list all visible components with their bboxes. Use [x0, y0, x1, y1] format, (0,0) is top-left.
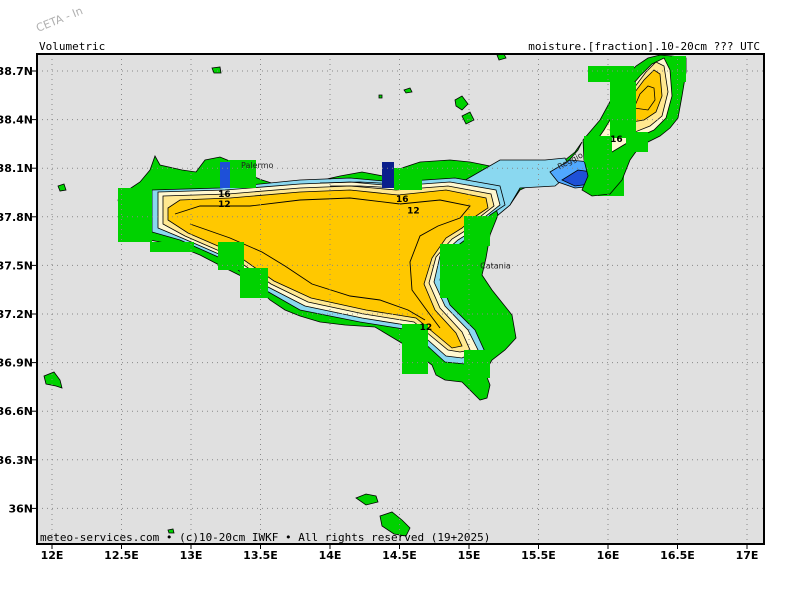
map-title-left: Volumetric [39, 40, 105, 53]
contour-value-label: 16 [610, 135, 623, 145]
lon-tick-label: 13.5E [243, 549, 278, 562]
island-panarea [378, 94, 383, 99]
lat-tick-label: 36.9N [0, 357, 33, 370]
lon-tick-label: 12.5E [104, 549, 139, 562]
calabria-block-2 [588, 66, 634, 82]
contour-value-label: 12 [420, 323, 433, 333]
lon-tick-label: 13E [180, 549, 203, 562]
calabria-block-3 [584, 136, 612, 162]
land-block-e1 [464, 216, 490, 246]
island-vulcano [461, 111, 475, 125]
lon-tick-label: 15E [458, 549, 481, 562]
land-block-sw2 [218, 242, 244, 270]
contour-value-label: 16 [396, 195, 409, 205]
lat-tick-label: 36N [8, 502, 33, 515]
land-block-catania [440, 244, 466, 298]
lon-tick-label: 14.5E [382, 549, 417, 562]
lon-tick-label: 14E [319, 549, 342, 562]
lon-tick-label: 12E [41, 549, 64, 562]
land-block-west [118, 188, 152, 242]
green-pixel-blocks [118, 160, 624, 378]
island-linosa [355, 493, 379, 506]
small-islands [43, 53, 507, 537]
land-block-sw1 [150, 242, 194, 252]
latitude-axis: 38.7N 38.4N 38.1N 37.8N 37.5N 37.2N 36.9N 36.6N… [0, 65, 37, 515]
contour-value-label: 12 [407, 206, 420, 216]
map-frame [36, 53, 765, 545]
land-block-n3 [232, 178, 248, 188]
lat-tick-label: 37.5N [0, 259, 33, 272]
calabria [581, 54, 687, 197]
lat-tick-label: 38.7N [0, 65, 33, 78]
land-block-sw3 [240, 268, 268, 298]
island-lipari [454, 95, 469, 111]
longitude-axis: 12E 12.5E 13E 13.5E 14E 14.5E 15E 15.5E 16E 16.5E… [41, 544, 759, 562]
lon-tick-label: 16E [597, 549, 620, 562]
land-block-s2 [402, 348, 428, 374]
orange-core [167, 189, 489, 349]
contour-line-inner [174, 197, 471, 329]
land-block-n1 [394, 168, 422, 190]
contour-value-label: 12 [218, 200, 231, 210]
lat-tick-label: 37.8N [0, 211, 33, 224]
lat-tick-label: 38.4N [0, 114, 33, 127]
blue-strip-palermo [220, 162, 230, 188]
graticule [37, 54, 764, 544]
lon-tick-label: 15.5E [521, 549, 556, 562]
island-pantelleria [167, 528, 175, 534]
navy-strip-north [382, 162, 394, 188]
lon-tick-label: 16.5E [660, 549, 695, 562]
lat-tick-label: 38.1N [0, 162, 33, 175]
calabria-inner-contour [633, 85, 656, 111]
island-ustica [211, 66, 222, 74]
island-ustica-west [57, 183, 67, 192]
map-title-right: moisture.[fraction].10-20cm ??? UTC [528, 40, 760, 53]
lat-tick-label: 37.2N [0, 308, 33, 321]
city-label-catania: Catania [480, 261, 511, 270]
land-block-e2 [464, 350, 490, 378]
island-malta [379, 511, 411, 537]
lon-tick-label: 17E [736, 549, 759, 562]
watermark: CETA - In [34, 4, 85, 34]
city-label-palermo: Palermo [241, 161, 273, 170]
island-marettimo [43, 371, 63, 389]
footer-credit: meteo-services.com • (c)10-20cm IWKF • A… [40, 531, 490, 544]
land-block-s1 [402, 324, 428, 350]
lat-tick-label: 36.3N [0, 454, 33, 467]
calabria-block-5 [626, 132, 648, 152]
calabria-block-4 [672, 56, 686, 82]
lat-tick-label: 36.6N [0, 405, 33, 418]
island-alicudi [403, 87, 413, 94]
calabria-block-1 [610, 82, 636, 138]
contour-value-label: 16 [218, 190, 231, 200]
